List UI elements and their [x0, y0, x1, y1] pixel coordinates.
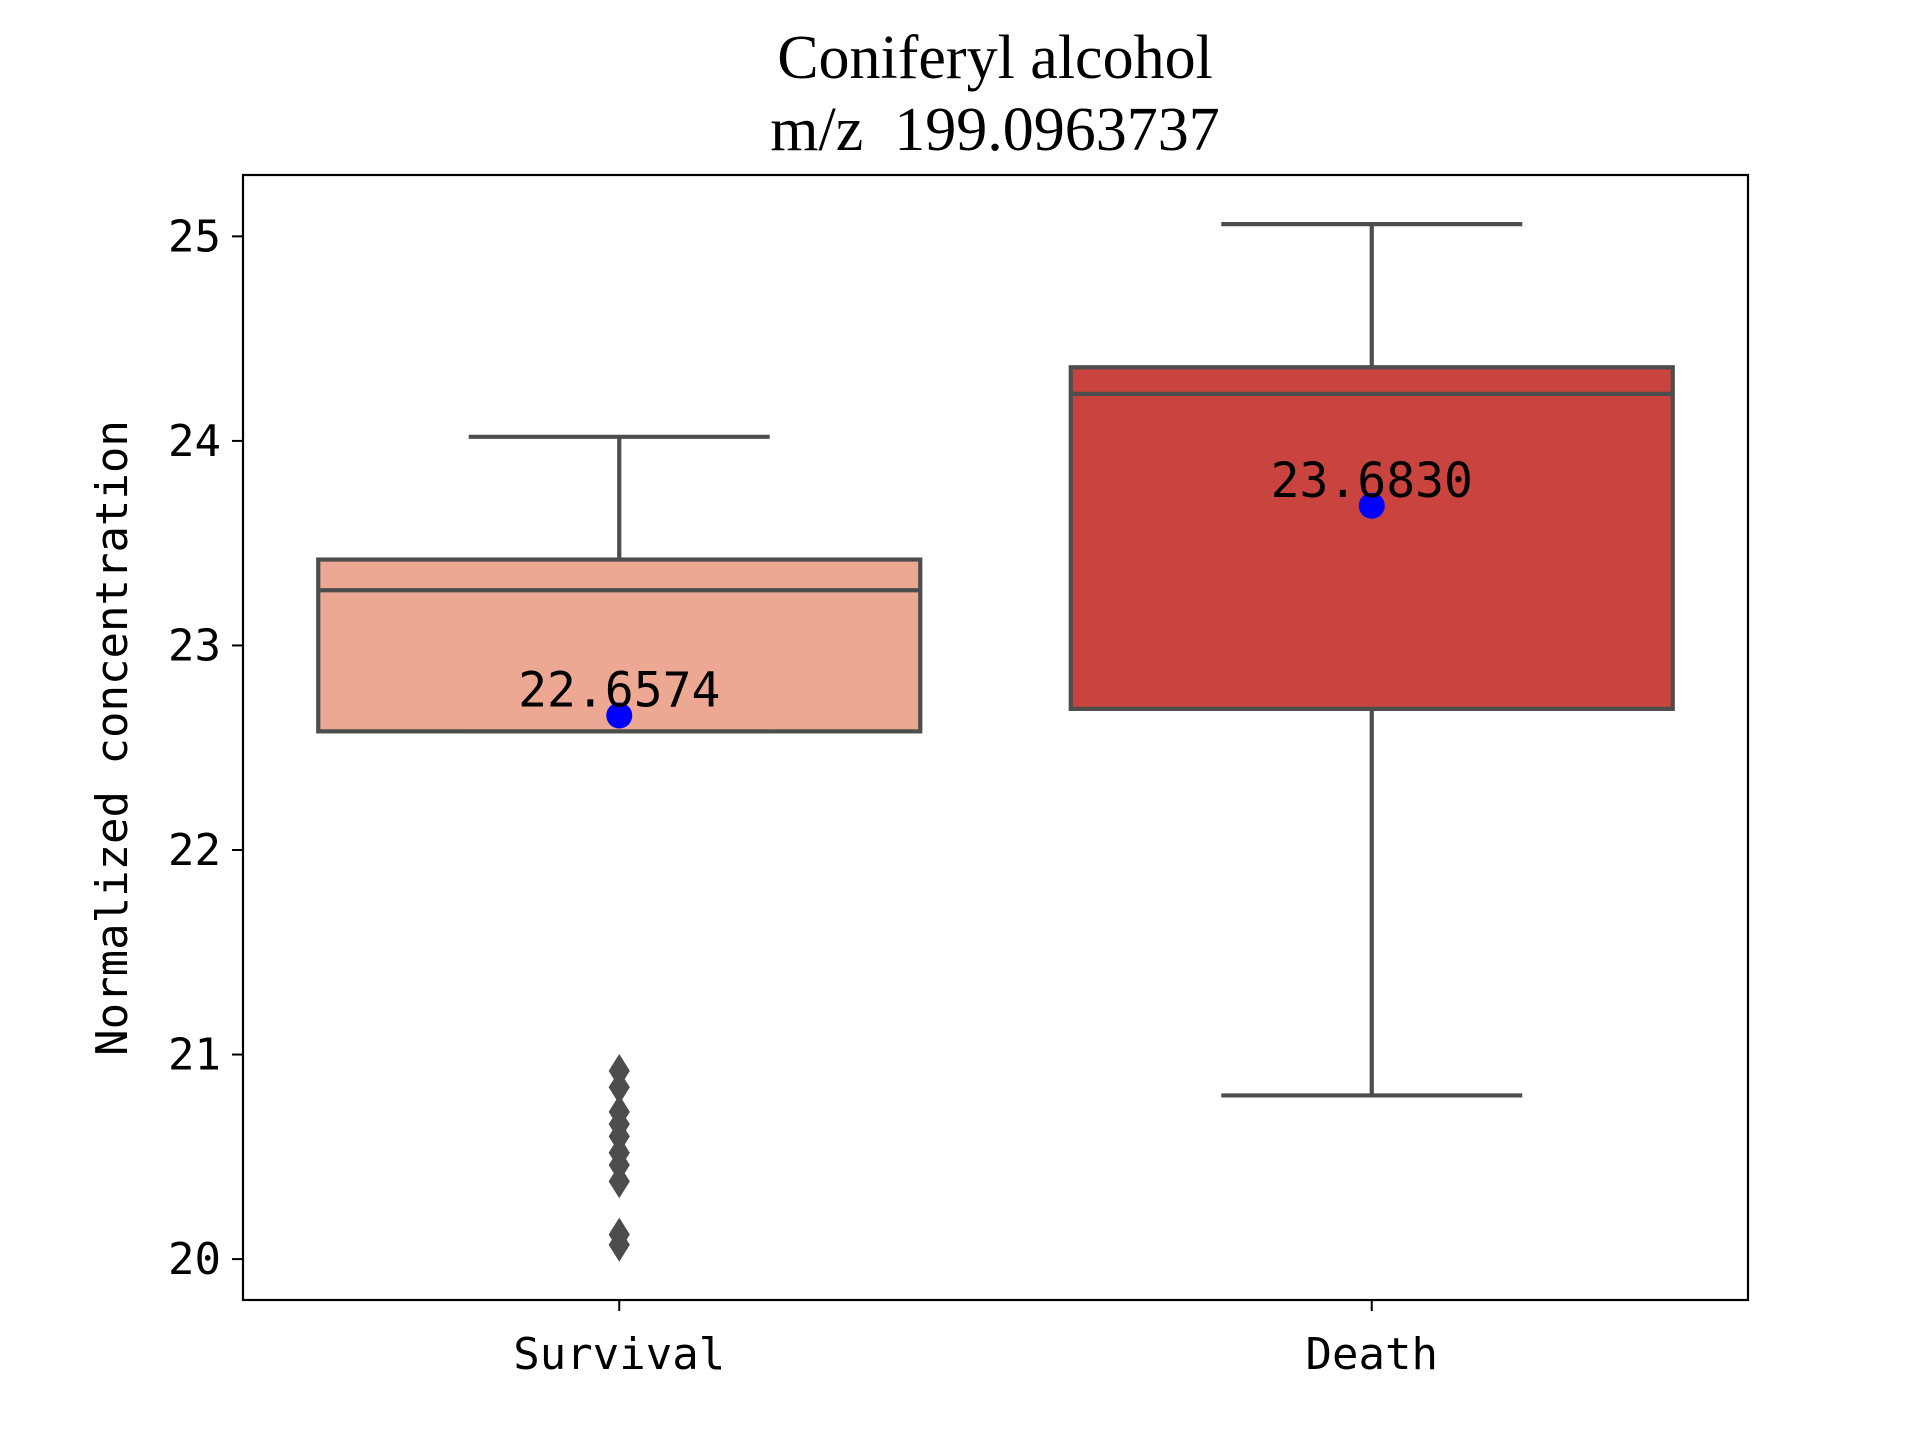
y-tick-label: 22	[168, 825, 221, 876]
plot-frame	[241, 173, 1750, 1302]
y-tick-label: 24	[168, 416, 221, 467]
plot-area: 20 21 22 23 24 25 Survival 22.6574 Death 23.6830	[168, 173, 1750, 1380]
chart-subtitle: m/z 199.0963737	[770, 96, 1219, 164]
outlier-point	[608, 1217, 630, 1252]
mean-value-label: 23.6830	[1271, 453, 1473, 509]
y-tick-label: 21	[168, 1030, 221, 1081]
y-tick-label: 23	[168, 620, 221, 671]
chart-title: Coniferyl alcohol	[777, 24, 1213, 92]
title-group: Coniferyl alcohol m/z 199.0963737	[770, 24, 1219, 164]
y-tick-label: 20	[168, 1234, 221, 1285]
mean-marker	[1358, 492, 1385, 519]
mean-marker	[606, 702, 633, 729]
mean-value-label: 22.6574	[518, 663, 720, 719]
box-death	[1068, 365, 1675, 711]
x-tick-label: Death	[1306, 1329, 1438, 1380]
y-axis-label: Normalized concentration	[87, 420, 138, 1056]
outlier-point	[608, 1053, 630, 1088]
y-tick-label: 25	[168, 211, 221, 262]
outlier-point	[608, 1094, 630, 1129]
x-tick-label: Survival	[513, 1329, 725, 1380]
